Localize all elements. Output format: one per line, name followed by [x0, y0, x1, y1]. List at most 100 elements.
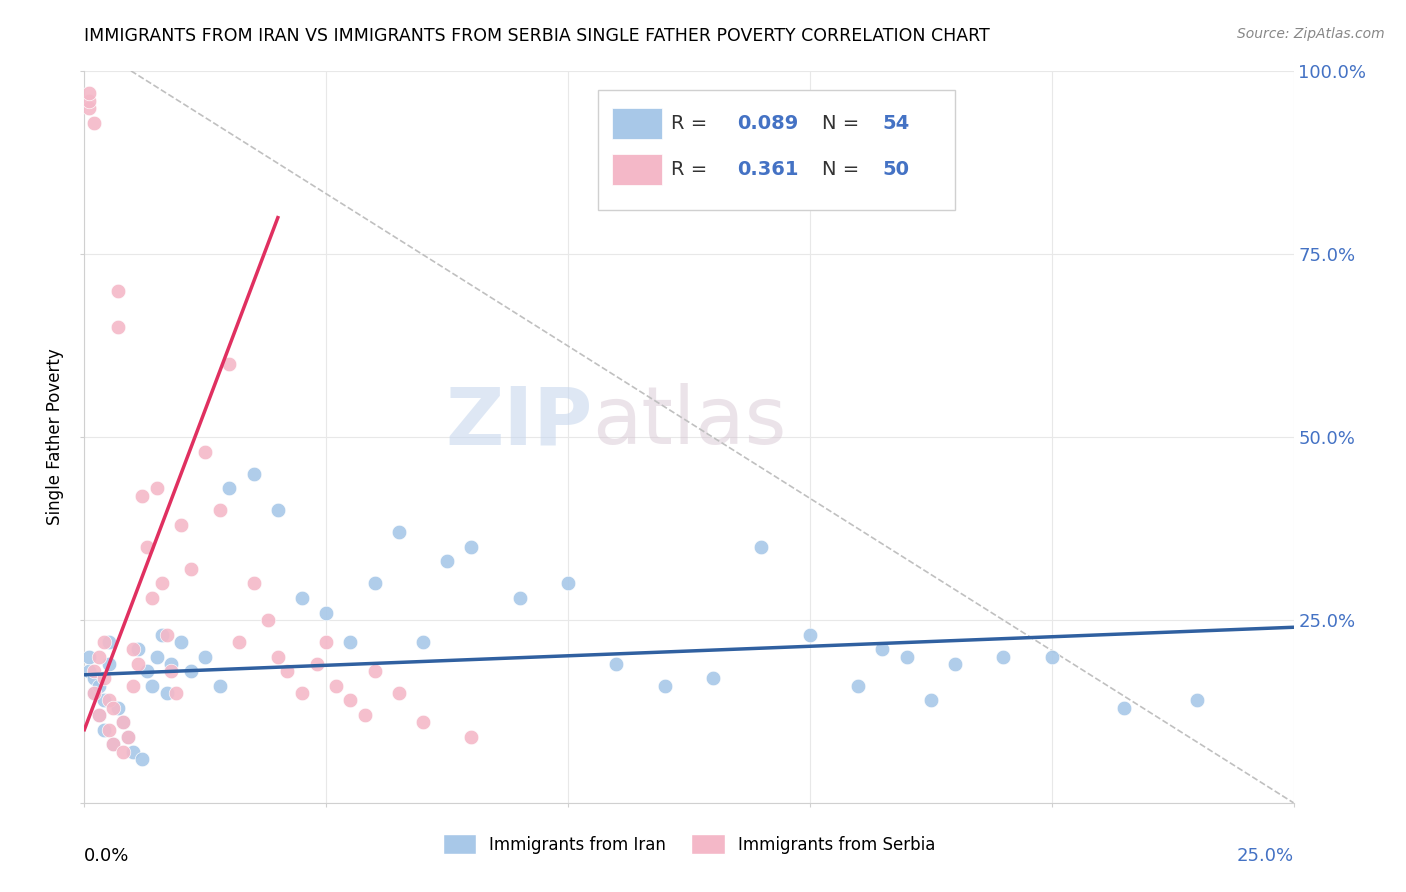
Point — [107, 284, 129, 298]
Point — [276, 664, 298, 678]
Text: 0.0%: 0.0% — [84, 847, 129, 864]
Text: R =: R = — [671, 114, 713, 133]
Point — [146, 649, 169, 664]
Text: Source: ZipAtlas.com: Source: ZipAtlas.com — [1237, 27, 1385, 41]
Text: N =: N = — [823, 160, 866, 179]
Point — [77, 101, 100, 115]
Point — [339, 635, 361, 649]
Point — [112, 715, 135, 730]
Text: 50: 50 — [883, 160, 910, 179]
Point — [799, 627, 821, 641]
Point — [242, 467, 264, 481]
Point — [208, 503, 231, 517]
Point — [87, 649, 110, 664]
Text: 0.089: 0.089 — [737, 114, 799, 133]
Point — [194, 649, 217, 664]
Point — [896, 649, 918, 664]
Point — [121, 745, 143, 759]
Point — [291, 591, 314, 605]
Point — [131, 489, 153, 503]
Point — [170, 517, 193, 532]
Point — [97, 657, 120, 671]
Point — [150, 627, 173, 641]
Point — [97, 635, 120, 649]
Point — [150, 576, 173, 591]
Point — [1114, 700, 1136, 714]
Point — [107, 700, 129, 714]
Point — [155, 686, 177, 700]
FancyBboxPatch shape — [599, 90, 955, 211]
Point — [557, 576, 579, 591]
Point — [218, 357, 240, 371]
Point — [127, 657, 149, 671]
Point — [1040, 649, 1063, 664]
Text: atlas: atlas — [592, 384, 786, 461]
Point — [605, 657, 627, 671]
Point — [305, 657, 328, 671]
Point — [872, 642, 894, 657]
Point — [354, 708, 377, 723]
Point — [228, 635, 250, 649]
Point — [112, 715, 135, 730]
Y-axis label: Single Father Poverty: Single Father Poverty — [46, 349, 65, 525]
Point — [208, 679, 231, 693]
Point — [146, 481, 169, 495]
Point — [87, 708, 110, 723]
Point — [83, 686, 105, 700]
FancyBboxPatch shape — [612, 108, 662, 138]
Point — [267, 649, 290, 664]
Point — [363, 664, 385, 678]
Point — [77, 664, 100, 678]
Point — [170, 635, 193, 649]
Point — [436, 554, 458, 568]
Point — [242, 576, 264, 591]
Point — [388, 686, 411, 700]
Point — [165, 686, 187, 700]
Point — [654, 679, 676, 693]
Point — [412, 635, 434, 649]
Point — [97, 693, 120, 707]
Text: IMMIGRANTS FROM IRAN VS IMMIGRANTS FROM SERBIA SINGLE FATHER POVERTY CORRELATION: IMMIGRANTS FROM IRAN VS IMMIGRANTS FROM … — [84, 27, 990, 45]
Point — [93, 723, 115, 737]
Point — [131, 752, 153, 766]
Point — [87, 679, 110, 693]
Point — [943, 657, 966, 671]
Point — [291, 686, 314, 700]
Point — [180, 562, 202, 576]
Text: 54: 54 — [883, 114, 910, 133]
Text: 0.361: 0.361 — [737, 160, 799, 179]
Point — [136, 664, 159, 678]
Point — [93, 635, 115, 649]
Point — [103, 700, 125, 714]
Point — [339, 693, 361, 707]
Point — [117, 730, 139, 744]
Point — [460, 730, 482, 744]
Point — [93, 693, 115, 707]
Text: ZIP: ZIP — [444, 384, 592, 461]
Point — [194, 444, 217, 458]
FancyBboxPatch shape — [612, 154, 662, 185]
Point — [315, 606, 337, 620]
Point — [83, 115, 105, 129]
Point — [141, 591, 163, 605]
Legend: Immigrants from Iran, Immigrants from Serbia: Immigrants from Iran, Immigrants from Se… — [436, 828, 942, 860]
Point — [121, 679, 143, 693]
Point — [388, 525, 411, 540]
Point — [315, 635, 337, 649]
Point — [160, 664, 183, 678]
Point — [751, 540, 773, 554]
Point — [846, 679, 869, 693]
Point — [97, 723, 120, 737]
Point — [103, 737, 125, 751]
Point — [141, 679, 163, 693]
Point — [77, 649, 100, 664]
Point — [127, 642, 149, 657]
Point — [112, 745, 135, 759]
Point — [155, 627, 177, 641]
Point — [136, 540, 159, 554]
Point — [121, 642, 143, 657]
Point — [107, 320, 129, 334]
Point — [77, 94, 100, 108]
Point — [83, 686, 105, 700]
Point — [93, 672, 115, 686]
